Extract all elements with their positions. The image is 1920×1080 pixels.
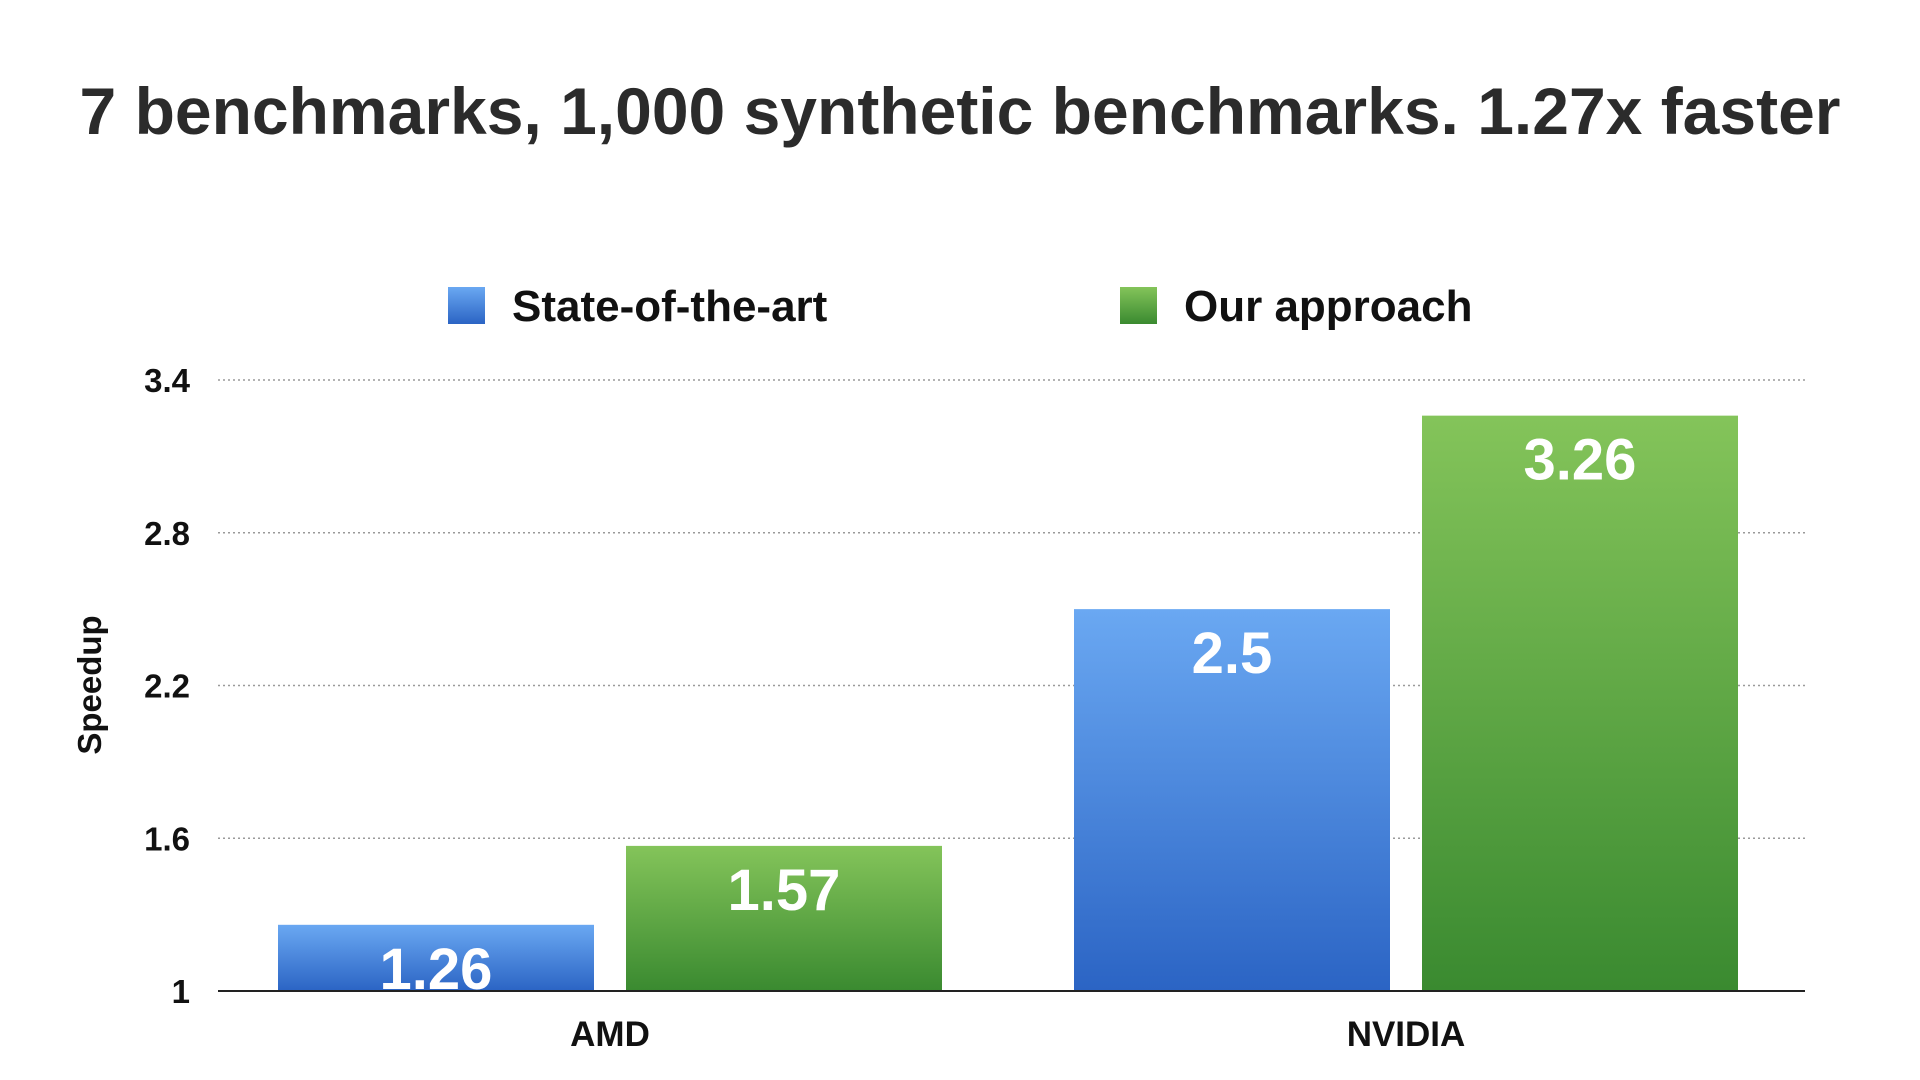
value-label-amd-our-approach: 1.57 (728, 858, 841, 923)
y-tick-label: 3.4 (144, 362, 191, 399)
bar-nvidia-state-of-the-art (1074, 609, 1390, 991)
bar-nvidia-our-approach (1422, 415, 1738, 991)
legend-swatch-state-of-the-art (448, 287, 485, 324)
bar-amd-our-approach (626, 845, 942, 991)
legend: State-of-the-art Our approach (448, 282, 1473, 331)
y-tick-label: 2.2 (144, 668, 190, 705)
y-axis-ticks: 1 1.6 2.2 2.8 3.4 (144, 362, 191, 1010)
value-labels: 1.26 1.57 2.5 3.26 (380, 428, 1637, 1002)
value-label-nvidia-state-of-the-art: 2.5 (1192, 621, 1273, 686)
x-axis-categories: AMD NVIDIA (570, 1015, 1465, 1054)
bar-amd-state-of-the-art (278, 924, 594, 991)
y-tick-label: 2.8 (144, 515, 190, 552)
bars (278, 415, 1738, 991)
x-category-label-nvidia: NVIDIA (1347, 1015, 1466, 1054)
legend-swatch-our-approach (1120, 287, 1157, 324)
value-label-nvidia-our-approach: 3.26 (1524, 428, 1637, 493)
x-category-label-amd: AMD (570, 1015, 650, 1054)
legend-label-our-approach: Our approach (1184, 282, 1473, 331)
y-axis-label: Speedup (71, 615, 108, 754)
chart-title: 7 benchmarks, 1,000 synthetic benchmarks… (80, 74, 1841, 148)
value-label-amd-state-of-the-art: 1.26 (380, 937, 493, 1002)
legend-label-state-of-the-art: State-of-the-art (512, 282, 828, 331)
y-tick-label: 1 (172, 973, 190, 1010)
y-tick-label: 1.6 (144, 820, 190, 857)
